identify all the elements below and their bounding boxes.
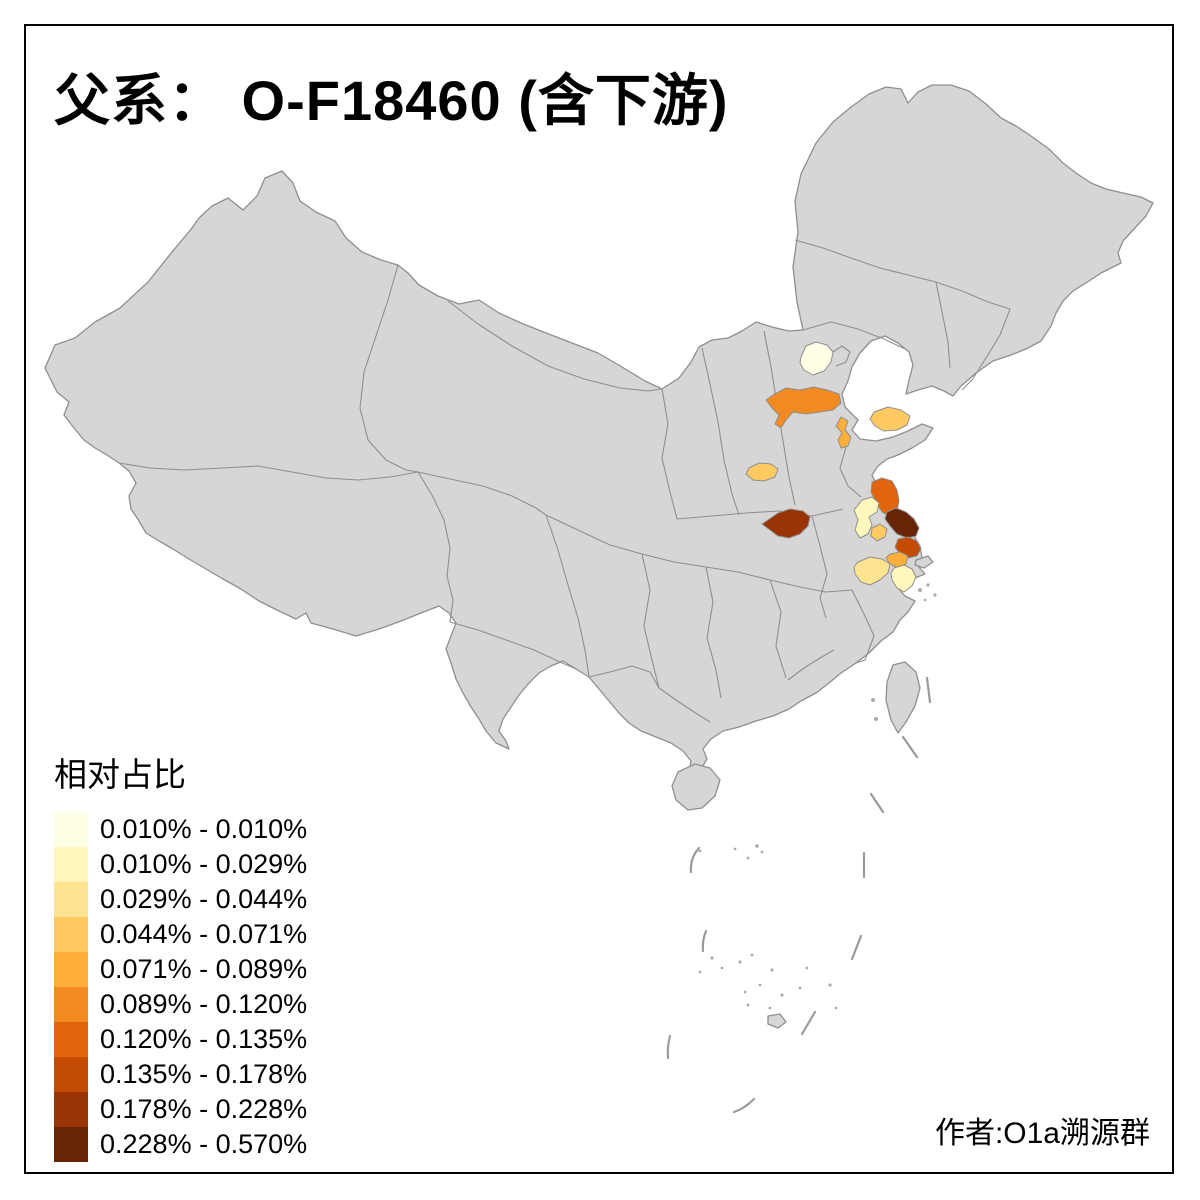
choropleth-regions (745, 341, 922, 593)
legend-swatch (54, 1022, 88, 1057)
region-shanghai-area (890, 564, 917, 593)
region-north-henan (761, 508, 811, 539)
legend-label: 0.010% - 0.029% (100, 849, 308, 879)
legend-row: 0.044% - 0.071% (54, 917, 307, 952)
region-south-hebei (835, 416, 852, 449)
paracel-islet (767, 1013, 787, 1029)
legend-swatch (54, 1057, 88, 1092)
legend-label: 0.010% - 0.010% (100, 814, 308, 844)
legend-row: 0.228% - 0.570% (54, 1127, 307, 1162)
china-mainland-shape (44, 84, 1154, 790)
hainan-island (671, 763, 721, 811)
legend-swatch (54, 987, 88, 1022)
region-central-shandong (869, 406, 911, 432)
region-central-hebei (765, 386, 842, 429)
legend-label: 0.178% - 0.228% (100, 1094, 308, 1124)
legend-swatch (54, 882, 88, 917)
legend-rows: 0.010% - 0.010% 0.010% - 0.029% 0.029% - 0… (54, 812, 307, 1162)
region-east-jiangsu-coast (884, 507, 920, 539)
legend-swatch (54, 847, 88, 882)
legend: 相对占比 0.010% - 0.010% 0.010% - 0.029% 0.029… (54, 748, 307, 1162)
legend-row: 0.089% - 0.120% (54, 987, 307, 1022)
legend-swatch (54, 952, 88, 987)
legend-swatch (54, 1092, 88, 1127)
legend-label: 0.120% - 0.135% (100, 1024, 308, 1054)
region-northwest-jiangsu (853, 496, 880, 539)
legend-title: 相对占比 (54, 756, 186, 793)
region-southeast-shanxi (745, 462, 779, 482)
legend-row: 0.029% - 0.044% (54, 882, 307, 917)
legend-swatch (54, 917, 88, 952)
legend-label: 0.089% - 0.120% (100, 989, 308, 1019)
legend-label: 0.029% - 0.044% (100, 884, 308, 914)
legend-swatch (54, 1127, 88, 1162)
region-south-yangtze-delta (853, 556, 891, 586)
chongming-island (914, 555, 934, 569)
islands (671, 555, 937, 1029)
legend-label: 0.135% - 0.178% (100, 1059, 308, 1089)
small-islets (698, 583, 937, 1010)
legend-label: 0.228% - 0.570% (100, 1129, 308, 1159)
attribution: 作者:O1a溯源群 (934, 1117, 1150, 1150)
legend-label: 0.071% - 0.089% (100, 954, 308, 984)
legend-row: 0.135% - 0.178% (54, 1057, 307, 1092)
legend-swatch (54, 812, 88, 847)
legend-row: 0.178% - 0.228% (54, 1092, 307, 1127)
legend-row: 0.071% - 0.089% (54, 952, 307, 987)
legend-row: 0.010% - 0.029% (54, 847, 307, 882)
legend-row: 0.010% - 0.010% (54, 812, 307, 847)
map-title: 父系： O-F18460 (含下游) (54, 69, 729, 132)
nine-dash-line (666, 676, 932, 1114)
region-beijing-area (799, 341, 834, 376)
legend-row: 0.120% - 0.135% (54, 1022, 307, 1057)
taiwan-island (885, 661, 921, 734)
mainland-outline (44, 84, 1154, 790)
legend-label: 0.044% - 0.071% (100, 919, 308, 949)
region-central-jiangsu (870, 523, 888, 542)
